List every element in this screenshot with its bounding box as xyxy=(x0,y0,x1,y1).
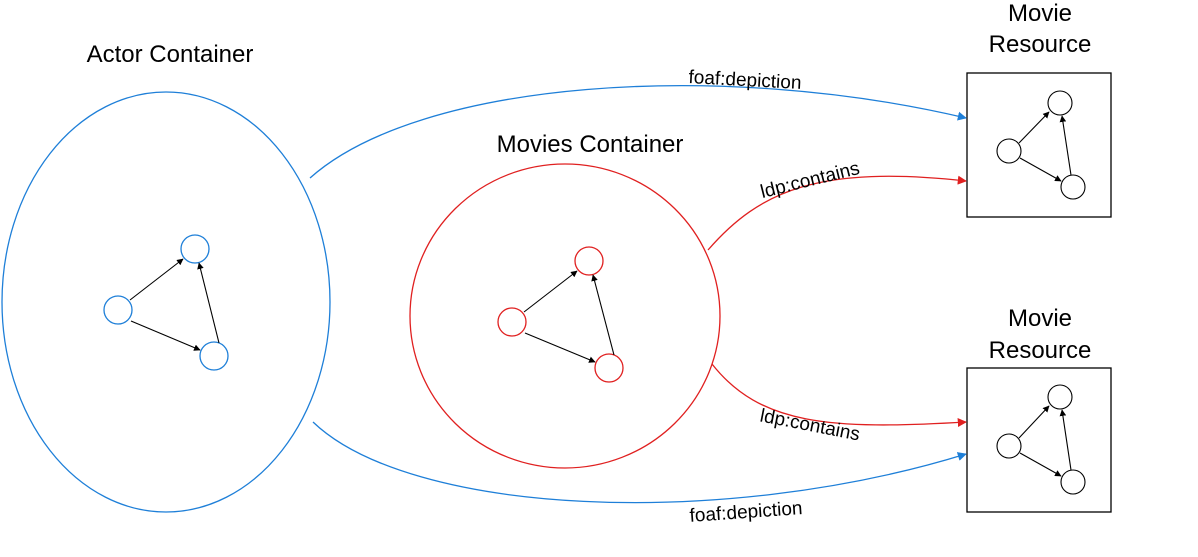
resource-bottom-node-right xyxy=(1060,469,1086,495)
edge-depiction-top-line xyxy=(309,85,967,179)
edge-depiction-top: foaf:depiction xyxy=(309,67,967,179)
edge-depiction-bottom-line xyxy=(312,421,967,504)
edge-depiction-bottom-label: foaf:depiction xyxy=(689,498,803,527)
movie-resource-top: Movie Resource xyxy=(966,0,1112,218)
movies-edge-left-right xyxy=(524,332,596,363)
resource-bottom-node-top xyxy=(1047,384,1073,410)
movie-resource-top-box xyxy=(966,72,1112,218)
actor-container-title: Actor Container xyxy=(87,41,254,68)
movies-edge-left-top xyxy=(523,270,578,313)
actor-edge-left-top xyxy=(129,258,184,301)
actor-graph-icon xyxy=(103,234,229,371)
edge-contains-top-label: ldp:contains xyxy=(758,158,861,203)
movie-resource-bottom: Movie Resource xyxy=(966,305,1112,513)
movie-resource-bottom-title-line2: Resource xyxy=(989,337,1092,364)
actor-container: Actor Container xyxy=(1,41,331,513)
movies-container-title: Movies Container xyxy=(497,131,684,158)
movies-container: Movies Container xyxy=(409,131,721,469)
resource-top-node-right xyxy=(1060,174,1086,200)
actor-container-ellipse xyxy=(1,91,331,513)
edge-contains-top-line xyxy=(707,175,967,251)
resource-top-edge-left-right xyxy=(1019,157,1062,182)
movies-container-circle xyxy=(409,163,721,469)
edge-contains-bottom-line xyxy=(711,363,967,428)
actor-edge-left-right xyxy=(130,320,201,351)
edge-contains-top: ldp:contains xyxy=(707,158,967,251)
resource-bottom-edge-left-top xyxy=(1018,405,1050,439)
edge-depiction-bottom: foaf:depiction xyxy=(312,421,967,527)
resource-bottom-edge-left-right xyxy=(1019,452,1062,477)
resource-top-node-top xyxy=(1047,90,1073,116)
movies-edge-right-top xyxy=(591,274,615,356)
actor-node-right xyxy=(199,341,229,371)
resource-top-graph-icon xyxy=(996,90,1086,200)
edge-contains-bottom: ldp:contains xyxy=(711,363,967,446)
resource-top-edge-right-top xyxy=(1059,115,1072,176)
resource-bottom-graph-icon xyxy=(996,384,1086,495)
resource-top-edge-left-top xyxy=(1018,111,1050,144)
movies-node-top xyxy=(574,246,604,276)
movies-graph-icon xyxy=(497,246,624,383)
actor-node-top xyxy=(180,234,210,264)
movies-node-right xyxy=(594,353,624,383)
resource-top-node-left xyxy=(996,138,1022,164)
edge-contains-bottom-label: ldp:contains xyxy=(758,406,862,446)
actor-node-left xyxy=(103,295,133,325)
movie-resource-top-title-line2: Resource xyxy=(989,31,1092,58)
resource-bottom-node-left xyxy=(996,433,1022,459)
resource-bottom-edge-right-top xyxy=(1059,409,1072,471)
movie-resource-top-title-line1: Movie xyxy=(1008,0,1072,27)
movie-resource-bottom-box xyxy=(966,367,1112,513)
movie-resource-bottom-title-line1: Movie xyxy=(1008,305,1072,332)
actor-edge-right-top xyxy=(197,262,220,344)
movies-node-left xyxy=(497,307,527,337)
edge-depiction-top-label: foaf:depiction xyxy=(688,67,802,94)
